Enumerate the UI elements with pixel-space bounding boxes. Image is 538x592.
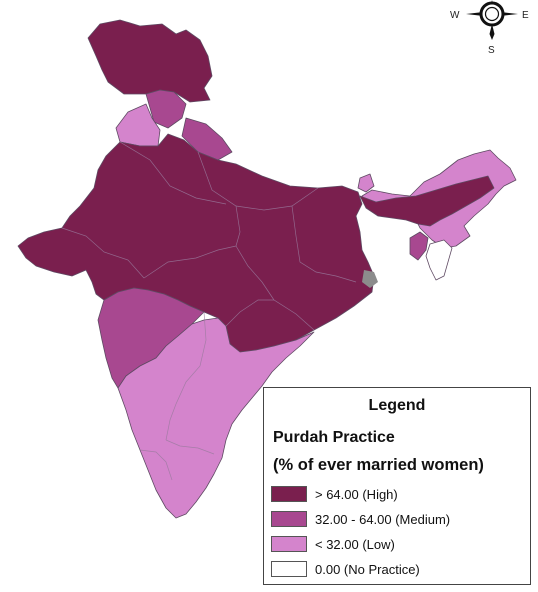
region-south-peninsula <box>117 317 315 519</box>
legend-label-none: 0.00 (No Practice) <box>315 561 420 577</box>
legend-title: Legend <box>368 397 426 414</box>
internal-borders <box>61 141 357 481</box>
region-delta-patch <box>362 270 378 288</box>
legend-swatch-medium <box>271 511 307 527</box>
compass-east: E <box>522 10 529 21</box>
legend-swatch-none <box>271 561 307 577</box>
legend-item-low: < 32.00 (Low) <box>271 535 395 553</box>
region-sikkim <box>357 173 375 193</box>
compass-south: S <box>488 45 495 56</box>
legend-item-high: > 64.00 (High) <box>271 485 398 503</box>
region-uttarakhand <box>181 117 233 161</box>
legend-subtitle-line2: (% of ever married women) <box>273 456 484 474</box>
legend-label-medium: 32.00 - 64.00 (Medium) <box>315 511 451 527</box>
legend-label-low: < 32.00 (Low) <box>315 536 395 552</box>
map-legend: Legend Purdah Practice (% of ever marrie… <box>263 387 531 585</box>
legend-swatch-high <box>271 486 307 502</box>
region-jammu-kashmir <box>87 19 213 103</box>
legend-item-medium: 32.00 - 64.00 (Medium) <box>271 510 450 528</box>
legend-subtitle-line1: Purdah Practice <box>273 429 395 446</box>
region-assam-high <box>359 175 495 227</box>
region-tripura <box>409 231 429 261</box>
legend-swatch-low <box>271 536 307 552</box>
compass-icon <box>466 0 518 40</box>
compass-rose: W E S <box>450 0 529 56</box>
region-himachal <box>145 89 187 129</box>
compass-west: W <box>450 10 460 21</box>
legend-label-high: > 64.00 (High) <box>315 486 398 502</box>
legend-item-none: 0.00 (No Practice) <box>271 560 420 578</box>
region-mizoram <box>425 239 453 281</box>
